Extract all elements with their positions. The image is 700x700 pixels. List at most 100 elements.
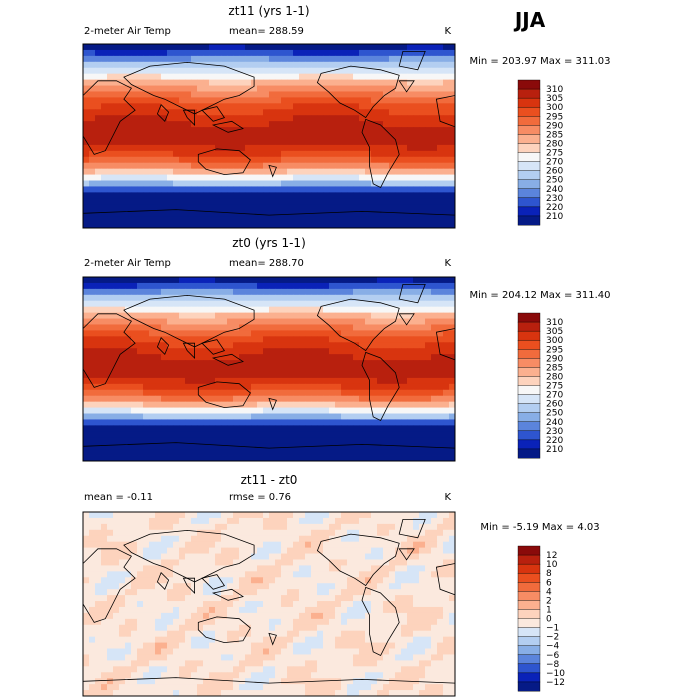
field-cell [197,437,204,444]
field-cell [365,553,372,560]
field-cell [305,354,312,361]
field-cell [239,401,246,408]
field-cell [419,49,426,57]
field-cell [395,413,402,420]
field-cell [203,133,210,140]
field-cell [185,73,192,81]
field-cell [251,455,258,461]
field-cell [407,330,414,337]
field-cell [179,73,186,81]
field-cell [389,413,396,420]
field-cell [317,512,324,519]
field-cell [263,85,270,92]
field-cell [347,91,354,98]
field-cell [185,103,192,110]
field-cell [221,103,228,110]
field-cell [323,156,330,164]
field-cell [89,73,96,81]
field-cell [299,294,306,302]
field-cell [311,216,318,223]
field-cell [197,127,204,134]
colorbar-swatch [517,376,541,386]
field-cell [383,288,390,296]
colorbar-tick-label: 220 [546,436,563,446]
field-cell [203,210,210,217]
field-cell [155,204,162,211]
field-cell [107,324,114,331]
field-cell [263,559,270,566]
field-cell [281,162,288,170]
field-cell [317,431,324,438]
field-cell [101,91,108,98]
field-cell [149,606,156,614]
field-cell [131,198,138,205]
field-cell [125,44,132,51]
field-cell [167,44,174,51]
field-cell [173,73,180,81]
field-cell [329,419,336,426]
field-cell [251,91,258,98]
field-cell [227,180,234,187]
field-cell [119,282,126,290]
field-cell [155,282,162,290]
field-cell [311,306,318,314]
field-cell [413,162,420,170]
field-cell [377,535,384,543]
field-cell [239,103,246,110]
field-cell [245,366,252,373]
field-cell [137,595,144,602]
field-cell [221,512,228,519]
field-cell [263,79,270,86]
field-cell [83,595,90,602]
field-cell [197,49,204,57]
field-cell [395,389,402,397]
field-cell [245,377,252,385]
field-cell [353,127,360,134]
field-cell [95,407,102,414]
field-cell [353,210,360,217]
field-cell [113,127,120,134]
field-cell [101,589,108,596]
field-cell [311,318,318,325]
field-cell [287,583,294,590]
field-cell [227,156,234,164]
field-cell [275,425,282,432]
field-cell [155,162,162,170]
colorbar-swatch [517,188,541,199]
field-cell [281,282,288,290]
field-cell [197,115,204,122]
field-cell [149,395,156,403]
field-cell [161,419,168,426]
field-cell [209,595,216,602]
field-cell [263,395,270,403]
field-cell [275,300,282,308]
field-cell [263,529,270,537]
field-cell [377,318,384,325]
field-cell [233,407,240,414]
field-cell [137,294,144,302]
field-cell [161,389,168,397]
field-cell [83,294,90,302]
field-cell [371,216,378,223]
field-cell [221,306,228,314]
field-cell [257,330,264,337]
field-cell [263,282,270,290]
field-cell [389,168,396,175]
field-cell [107,156,114,164]
field-cell [281,186,288,193]
field-cell [437,583,444,590]
field-cell [221,529,228,537]
field-cell [197,443,204,450]
field-cell [89,324,96,331]
field-cell [371,366,378,373]
field-cell [305,601,312,608]
field-cell [89,529,96,537]
field-cell [83,300,90,308]
field-cell [89,443,96,450]
colorbar-swatch [517,170,541,181]
field-cell [167,443,174,450]
field-cell [431,348,438,355]
field-cell [431,222,438,228]
field-cell [371,407,378,414]
field-cell [191,449,198,456]
